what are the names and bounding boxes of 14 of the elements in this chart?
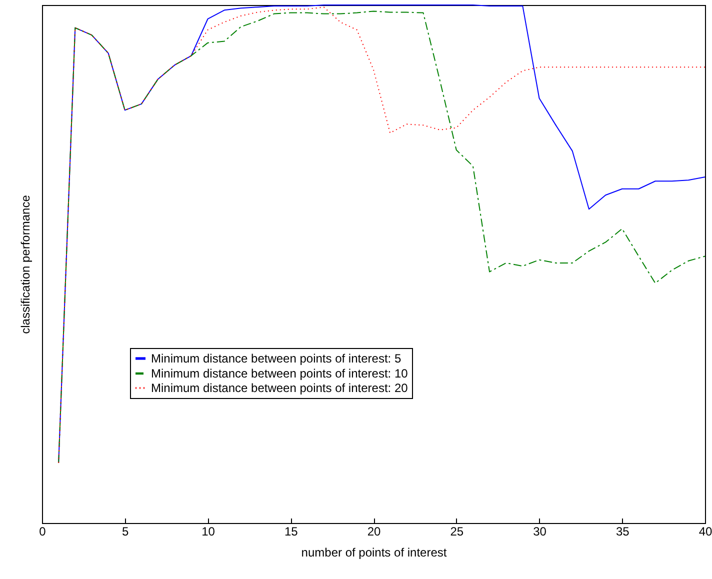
- x-tick-label: 15: [284, 524, 298, 538]
- x-tick-label: 40: [698, 524, 712, 538]
- x-tick-label: 10: [202, 524, 216, 538]
- legend-label: Minimum distance between points of interest: 5: [151, 352, 402, 366]
- y-axis-title: classification performance: [18, 194, 32, 334]
- legend-label: Minimum distance between points of interest: 20: [151, 381, 408, 395]
- x-axis-title: number of points of interest: [301, 546, 448, 560]
- x-tick-label: 20: [367, 524, 381, 538]
- x-tick-label: 5: [122, 524, 130, 538]
- x-tick-label: 30: [533, 524, 547, 538]
- x-tick-label: 25: [450, 524, 464, 538]
- x-tick-label: 35: [616, 524, 630, 538]
- legend-label: Minimum distance between points of interest: 10: [151, 366, 408, 380]
- x-tick-label: 0: [39, 524, 46, 538]
